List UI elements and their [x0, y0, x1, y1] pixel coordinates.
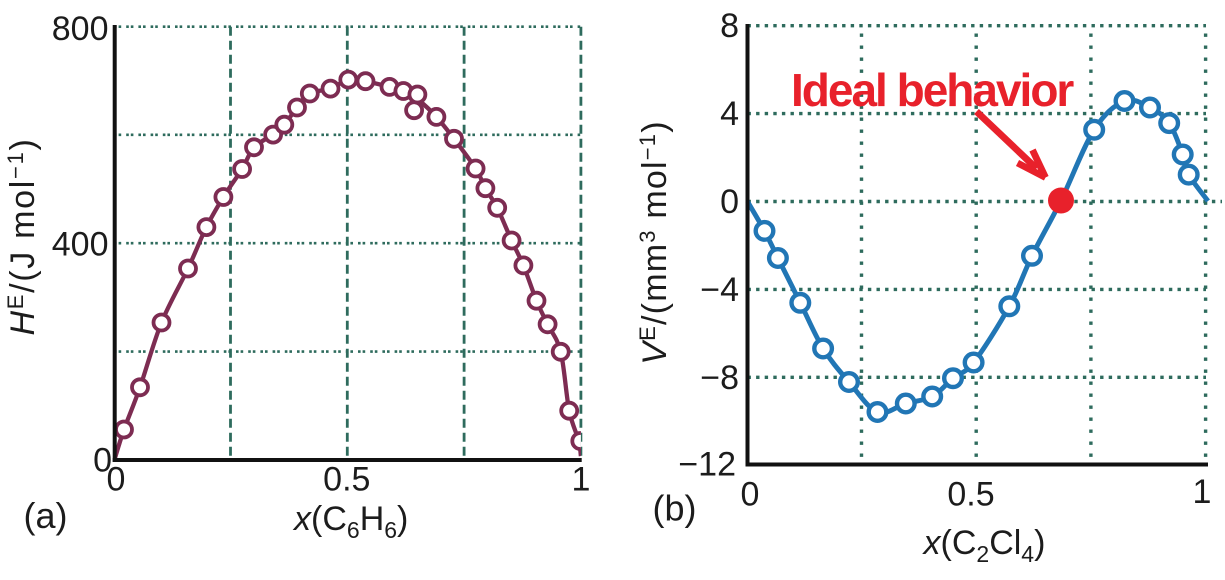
svg-text:800: 800 — [52, 10, 109, 48]
svg-text:1: 1 — [572, 461, 591, 499]
svg-text:x(C6H6): x(C6H6) — [292, 500, 408, 543]
svg-text:0: 0 — [741, 476, 760, 514]
svg-text:−8: −8 — [700, 359, 739, 397]
svg-text:8: 8 — [720, 7, 739, 45]
svg-text:400: 400 — [52, 226, 109, 264]
svg-text:Ideal behavior: Ideal behavior — [791, 64, 1074, 116]
svg-text:0.5: 0.5 — [323, 461, 370, 499]
svg-text:0.5: 0.5 — [947, 476, 994, 514]
svg-text:VE/(mm3 mol−1): VE/(mm3 mol−1) — [635, 120, 674, 364]
svg-text:0: 0 — [93, 442, 112, 480]
svg-text:−12: −12 — [678, 446, 736, 484]
svg-text:−4: −4 — [700, 271, 739, 309]
svg-text:(b): (b) — [653, 488, 697, 529]
svg-text:4: 4 — [720, 95, 739, 133]
svg-text:1: 1 — [1193, 473, 1212, 511]
svg-text:(a): (a) — [24, 495, 68, 536]
svg-text:0: 0 — [107, 461, 126, 499]
svg-text:0: 0 — [720, 183, 739, 221]
svg-text:HE/(J mol−1): HE/(J mol−1) — [3, 137, 42, 335]
svg-text:x(C2Cl4): x(C2Cl4) — [922, 524, 1046, 567]
